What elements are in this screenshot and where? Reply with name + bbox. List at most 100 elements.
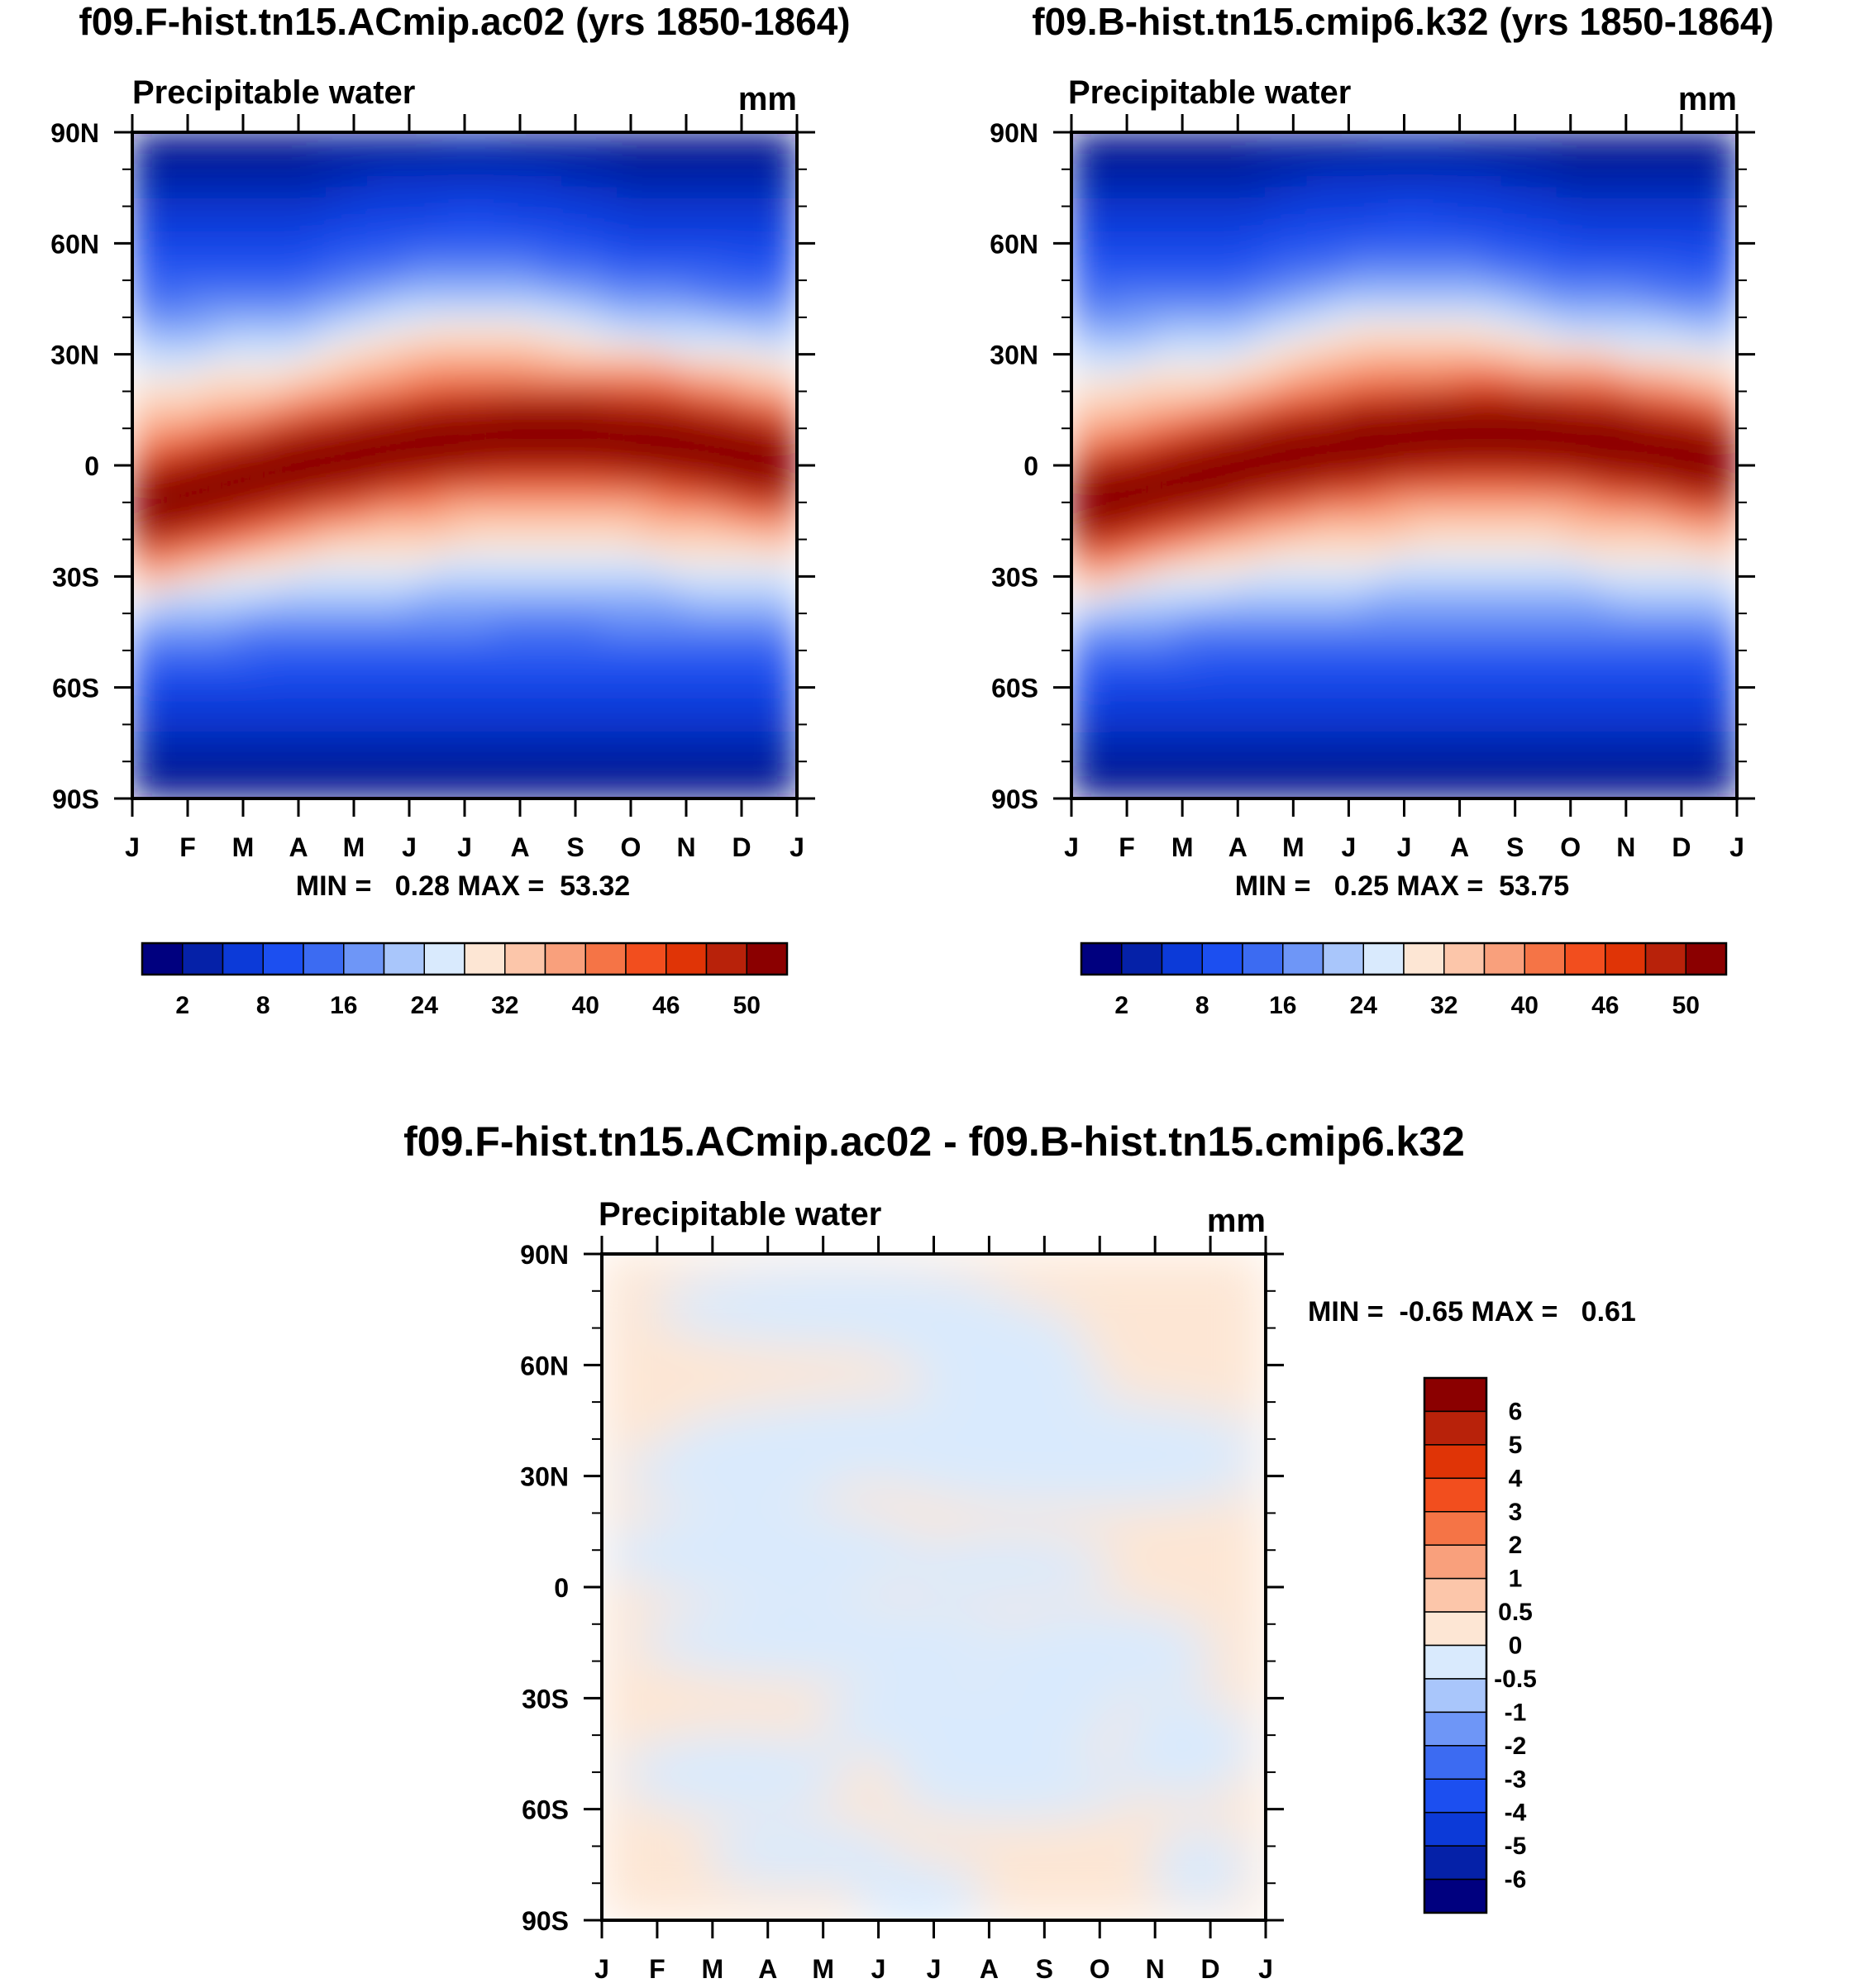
field-cell — [658, 331, 673, 344]
field-cell — [228, 298, 244, 311]
field-cell — [408, 209, 424, 222]
field-cell — [1140, 254, 1156, 266]
field-cell — [242, 787, 258, 799]
field-cell — [1681, 209, 1696, 222]
field-cell — [630, 731, 646, 744]
field-cell — [146, 620, 160, 632]
field-cell — [312, 687, 327, 699]
field-cell — [1376, 376, 1391, 389]
field-cell — [1459, 365, 1474, 378]
field-cell — [1625, 354, 1641, 366]
field-cell — [1126, 498, 1142, 511]
field-cell — [284, 653, 299, 666]
field-cell — [769, 509, 784, 522]
field-cell — [284, 742, 299, 755]
field-cell — [492, 187, 507, 200]
field-cell — [685, 775, 701, 789]
field-cell — [256, 431, 271, 444]
field-cell — [1334, 276, 1349, 288]
field-cell — [547, 720, 562, 732]
field-cell — [1584, 242, 1599, 255]
field-cell — [1417, 209, 1433, 222]
field-cell — [1223, 154, 1238, 166]
field-cell — [201, 154, 216, 166]
field-cell — [256, 709, 271, 722]
field-cell — [242, 575, 258, 589]
field-cell — [1681, 309, 1696, 322]
field-cell — [1459, 342, 1474, 355]
field-cell — [1500, 298, 1516, 311]
field-cell — [644, 398, 659, 411]
field-cell — [1112, 132, 1128, 144]
field-cell — [394, 475, 410, 489]
field-cell — [1722, 331, 1737, 344]
field-cell — [713, 587, 728, 599]
field-cell — [187, 487, 203, 499]
field-cell — [603, 409, 618, 422]
field-cell — [339, 565, 355, 577]
field-cell — [1167, 565, 1183, 577]
field-cell — [1459, 198, 1474, 211]
field-cell — [478, 354, 493, 366]
field-cell — [478, 331, 493, 344]
field-cell — [519, 376, 535, 389]
field-cell — [533, 142, 548, 155]
field-cell — [644, 653, 659, 666]
field-cell — [1639, 164, 1654, 178]
field-cell — [1486, 331, 1502, 344]
field-cell — [312, 354, 327, 366]
field-cell — [492, 265, 507, 278]
field-cell — [464, 765, 479, 777]
field-cell — [685, 387, 701, 399]
field-cell — [1584, 154, 1599, 166]
field-cell — [505, 509, 521, 522]
field-cell — [769, 342, 784, 355]
field-cell — [671, 320, 687, 333]
field-cell — [1181, 209, 1197, 222]
field-cell — [1181, 398, 1197, 411]
field-cell — [339, 331, 355, 344]
field-cell — [505, 542, 521, 555]
field-cell — [671, 731, 687, 744]
field-cell — [1417, 154, 1433, 166]
field-cell — [616, 331, 632, 344]
field-cell — [658, 164, 673, 178]
field-cell — [437, 709, 451, 722]
field-cell — [1390, 565, 1405, 577]
field-cell — [1140, 209, 1156, 222]
field-cell — [450, 598, 465, 611]
field-cell — [1279, 309, 1294, 322]
field-cell — [1500, 542, 1516, 555]
field-cell — [1417, 509, 1433, 522]
field-cell — [1431, 454, 1447, 466]
field-cell — [1500, 431, 1516, 444]
field-cell — [1292, 376, 1308, 389]
field-cell — [1237, 420, 1252, 433]
field-cell — [1085, 454, 1100, 466]
field-cell — [215, 365, 230, 378]
field-cell — [755, 376, 770, 389]
field-cell — [326, 665, 341, 677]
field-cell — [464, 276, 479, 288]
field-cell — [1320, 454, 1336, 466]
field-cell — [1500, 176, 1516, 188]
field-cell — [1431, 498, 1447, 511]
field-cell — [1570, 376, 1586, 389]
field-cell — [658, 542, 673, 555]
field-cell — [1237, 254, 1252, 266]
field-cell — [1431, 376, 1447, 389]
field-cell — [1126, 187, 1142, 200]
field-cell — [394, 575, 410, 589]
field-cell — [1431, 242, 1447, 255]
field-cell — [437, 532, 451, 544]
field-cell — [1265, 431, 1281, 444]
field-cell — [132, 687, 147, 699]
field-cell — [630, 598, 646, 611]
field-cell — [1181, 520, 1197, 533]
field-cell — [644, 775, 659, 789]
field-cell — [1167, 342, 1183, 355]
field-cell — [1542, 409, 1558, 422]
field-cell — [1556, 331, 1572, 344]
field-cell — [1195, 198, 1211, 211]
field-cell — [1154, 475, 1169, 489]
